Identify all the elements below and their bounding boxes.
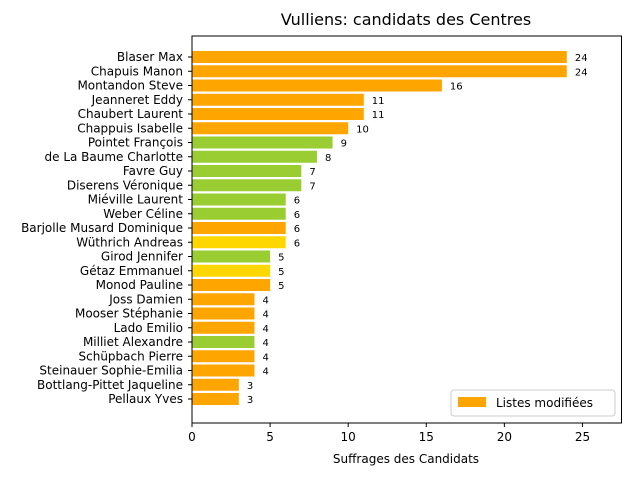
- x-axis-ticks: 0 5 10 15 20 25: [188, 423, 590, 444]
- data-label: 9: [341, 139, 347, 150]
- data-label: 24: [575, 67, 588, 78]
- data-label: 11: [372, 110, 385, 121]
- bar: [192, 293, 255, 306]
- data-label: 6: [294, 210, 300, 221]
- bar: [192, 179, 302, 192]
- data-label: 5: [278, 267, 284, 278]
- bar: [192, 236, 286, 249]
- data-label: 16: [450, 82, 463, 93]
- data-label: 10: [356, 124, 369, 135]
- bar: [192, 122, 349, 135]
- category-label: Girod Jennifer: [101, 250, 183, 264]
- category-label: Mooser Stéphanie: [75, 307, 183, 321]
- legend: Listes modifiées: [450, 389, 616, 417]
- x-tick-label: 0: [188, 430, 196, 444]
- data-label: 3: [247, 395, 253, 406]
- data-label: 24: [575, 53, 588, 64]
- chart-title: Vulliens: candidats des Centres: [281, 10, 531, 29]
- bar: [192, 51, 567, 63]
- category-label: Jeanneret Eddy: [91, 93, 183, 107]
- category-label: Favre Guy: [123, 164, 183, 178]
- x-tick-label: 15: [419, 430, 434, 444]
- legend-box: [450, 389, 616, 417]
- legend-label: Listes modifiées: [496, 396, 593, 410]
- data-label: 6: [294, 196, 300, 207]
- legend-swatch: [458, 397, 486, 407]
- data-label: 6: [294, 238, 300, 249]
- bar: [192, 336, 255, 348]
- x-tick-label: 10: [341, 430, 356, 444]
- category-label: Chaubert Laurent: [78, 107, 184, 121]
- bar: [192, 321, 255, 334]
- category-label: Chappuis Isabelle: [77, 121, 183, 135]
- bar: [192, 393, 239, 405]
- x-tick-label: 25: [575, 430, 590, 444]
- plot-frame: [191, 35, 622, 424]
- data-label: 4: [262, 338, 268, 349]
- category-label: Blaser Max: [117, 50, 183, 64]
- bar: [192, 65, 567, 78]
- x-tick-label: 20: [497, 430, 512, 444]
- bar: [192, 378, 239, 391]
- category-label: Miéville Laurent: [88, 193, 184, 207]
- bar: [192, 250, 271, 263]
- bars-group: [192, 51, 567, 405]
- data-label: 11: [372, 96, 385, 107]
- data-label: 4: [262, 352, 268, 363]
- bar: [192, 264, 271, 277]
- data-label: 4: [262, 367, 268, 378]
- data-label: 7: [309, 181, 315, 192]
- category-label: Steinauer Sophie-Emilia: [39, 364, 183, 378]
- category-label: Wüthrich Andreas: [76, 235, 183, 249]
- data-label: 6: [294, 224, 300, 235]
- bar: [192, 193, 286, 206]
- bar: [192, 165, 302, 177]
- data-label: 5: [278, 281, 284, 292]
- data-label: 3: [247, 381, 253, 392]
- category-label: Montandon Steve: [77, 79, 183, 93]
- bar: [192, 93, 364, 106]
- category-label: Bottlang-Pittet Jaqueline: [37, 378, 183, 392]
- category-label: Pellaux Yves: [108, 392, 183, 406]
- category-label: Gétaz Emmanuel: [80, 264, 183, 278]
- category-label: Pointet François: [88, 136, 183, 150]
- bar: [192, 222, 286, 234]
- bar: [192, 79, 442, 92]
- bar: [192, 350, 255, 363]
- data-label: 4: [262, 324, 268, 335]
- x-axis-label: Suffrages des Candidats: [333, 452, 479, 466]
- category-label: Barjolle Musard Dominique: [21, 221, 183, 235]
- x-tick-label: 5: [266, 430, 274, 444]
- data-label: 5: [278, 253, 284, 264]
- data-label: 4: [262, 310, 268, 321]
- data-label: 4: [262, 295, 268, 306]
- category-label: de La Baume Charlotte: [45, 150, 184, 164]
- data-label: 7: [309, 167, 315, 178]
- category-label: Lado Emilio: [114, 321, 183, 335]
- bar: [192, 150, 317, 163]
- data-label: 8: [325, 153, 331, 164]
- category-label: Schüpbach Pierre: [79, 349, 184, 363]
- bar: [192, 279, 271, 291]
- bar: [192, 364, 255, 377]
- bar: [192, 108, 364, 120]
- category-label: Joss Damien: [108, 292, 183, 306]
- category-label: Milliet Alexandre: [83, 335, 183, 349]
- category-label: Weber Céline: [103, 207, 183, 221]
- bar: [192, 136, 333, 149]
- bar: [192, 207, 286, 220]
- category-label: Monod Pauline: [96, 278, 183, 292]
- bar: [192, 307, 255, 320]
- category-label: Diserens Véronique: [67, 178, 183, 192]
- category-label: Chapuis Manon: [91, 64, 183, 78]
